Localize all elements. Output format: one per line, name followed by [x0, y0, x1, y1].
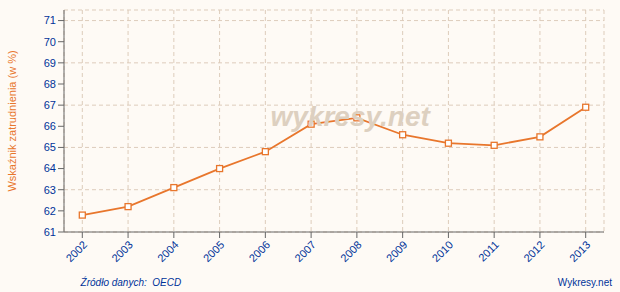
svg-text:71: 71 [44, 14, 56, 26]
svg-text:2007: 2007 [292, 238, 318, 264]
svg-text:2005: 2005 [201, 238, 227, 264]
svg-text:61: 61 [44, 226, 56, 238]
svg-text:64: 64 [44, 162, 56, 174]
html-text:Źródło danych: OECD: Źródło danych: OECD [80, 277, 182, 288]
svg-text:62: 62 [44, 205, 56, 217]
html-text:wykresy.net: wykresy.net [270, 100, 430, 132]
svg-text:69: 69 [44, 57, 56, 69]
svg-text:2010: 2010 [430, 238, 456, 264]
svg-text:2004: 2004 [155, 238, 181, 264]
svg-text:2008: 2008 [338, 238, 364, 264]
svg-text:65: 65 [44, 141, 56, 153]
svg-text:2002: 2002 [63, 238, 89, 264]
svg-text:2006: 2006 [246, 238, 272, 264]
svg-text:66: 66 [44, 120, 56, 132]
svg-text:Wskaźnik zatrudnienia (w %): Wskaźnik zatrudnienia (w %) [8, 50, 18, 191]
svg-text:70: 70 [44, 36, 56, 48]
svg-text:2009: 2009 [384, 238, 410, 264]
svg-text:67: 67 [44, 99, 56, 111]
svg-text:68: 68 [44, 78, 56, 90]
svg-text:2011: 2011 [476, 238, 501, 263]
svg-text:63: 63 [44, 184, 56, 196]
svg-text:2013: 2013 [567, 238, 593, 264]
svg-text:2003: 2003 [109, 238, 135, 264]
svg-text:2012: 2012 [521, 238, 547, 264]
html-text:Wykresy.net: Wykresy.net [557, 277, 612, 288]
